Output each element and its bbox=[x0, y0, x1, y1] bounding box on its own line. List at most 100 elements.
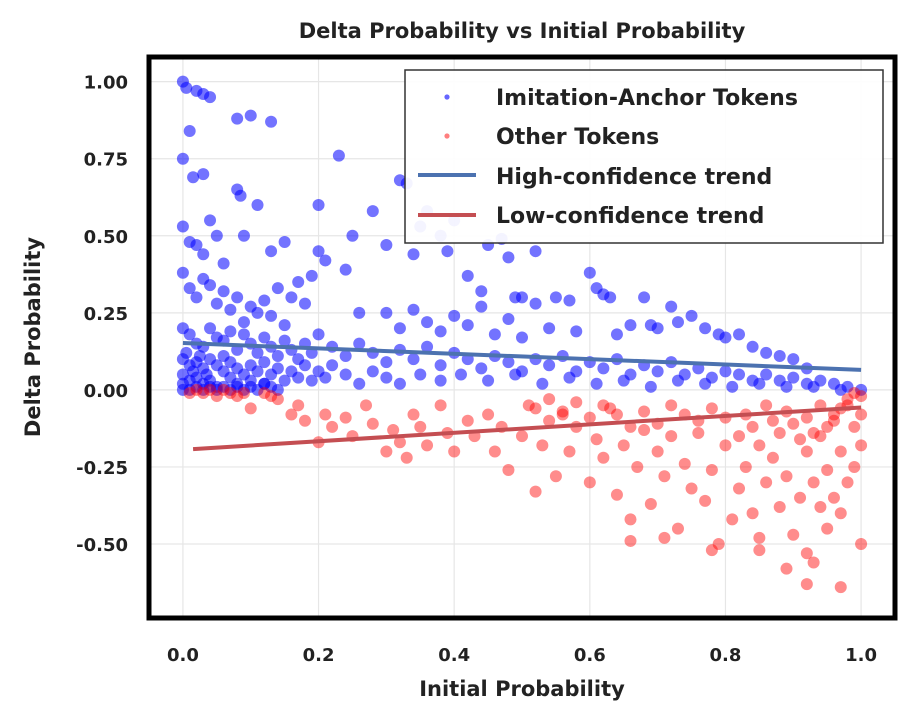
data-point bbox=[556, 405, 569, 418]
data-point bbox=[719, 365, 732, 378]
data-point bbox=[855, 383, 868, 396]
data-point bbox=[549, 470, 562, 483]
data-point bbox=[726, 513, 739, 526]
data-point bbox=[509, 368, 522, 381]
data-point bbox=[237, 328, 250, 341]
data-point bbox=[855, 408, 868, 421]
data-point bbox=[529, 402, 542, 415]
data-point bbox=[671, 374, 684, 387]
data-point bbox=[285, 408, 298, 421]
data-point bbox=[366, 365, 379, 378]
data-point bbox=[583, 411, 596, 424]
data-point bbox=[237, 316, 250, 329]
data-point bbox=[414, 368, 427, 381]
y-tick-label: 0.00 bbox=[84, 381, 128, 402]
data-point bbox=[475, 362, 488, 375]
data-point bbox=[834, 581, 847, 594]
data-point bbox=[665, 430, 678, 443]
data-point bbox=[712, 538, 725, 551]
legend: Imitation-Anchor Tokens Other Tokens Hig… bbox=[404, 69, 884, 244]
data-point bbox=[231, 291, 244, 304]
data-point bbox=[407, 408, 420, 421]
data-point bbox=[705, 402, 718, 415]
data-point bbox=[800, 578, 813, 591]
data-point bbox=[638, 291, 651, 304]
data-point bbox=[285, 291, 298, 304]
data-point bbox=[461, 414, 474, 427]
data-point bbox=[251, 306, 264, 319]
data-point bbox=[760, 368, 773, 381]
data-point bbox=[502, 313, 515, 326]
data-point bbox=[244, 109, 257, 122]
y-axis-ticks: -0.50 -0.25 0.00 0.25 0.50 0.75 1.00 bbox=[76, 73, 128, 556]
data-point bbox=[543, 414, 556, 427]
data-point bbox=[278, 374, 291, 387]
data-point bbox=[773, 349, 786, 362]
data-point bbox=[244, 402, 257, 415]
data-point bbox=[834, 445, 847, 458]
data-point bbox=[380, 371, 393, 384]
data-point bbox=[265, 245, 278, 258]
legend-marker-imitation bbox=[444, 94, 450, 100]
data-point bbox=[536, 439, 549, 452]
data-point bbox=[326, 420, 339, 433]
data-point bbox=[624, 534, 637, 547]
data-point bbox=[298, 414, 311, 427]
data-point bbox=[665, 300, 678, 313]
data-point bbox=[380, 445, 393, 458]
data-point bbox=[699, 322, 712, 335]
data-point bbox=[434, 325, 447, 338]
data-point bbox=[366, 205, 379, 218]
x-tick-label: 0.6 bbox=[574, 645, 606, 666]
y-tick-label: 0.25 bbox=[84, 304, 128, 325]
data-point bbox=[583, 476, 596, 489]
data-point bbox=[583, 266, 596, 279]
data-point bbox=[617, 374, 630, 387]
data-point bbox=[298, 297, 311, 310]
data-point bbox=[197, 386, 210, 399]
data-point bbox=[733, 328, 746, 341]
data-point bbox=[631, 460, 644, 473]
data-point bbox=[834, 507, 847, 520]
data-point bbox=[604, 291, 617, 304]
data-point bbox=[705, 544, 718, 557]
data-point bbox=[827, 491, 840, 504]
data-point bbox=[339, 263, 352, 276]
data-point bbox=[624, 319, 637, 332]
data-point bbox=[821, 464, 834, 477]
data-point bbox=[258, 386, 271, 399]
data-point bbox=[258, 331, 271, 344]
data-point bbox=[475, 285, 488, 298]
data-point bbox=[353, 377, 366, 390]
y-tick-label: 0.75 bbox=[84, 150, 128, 171]
data-point bbox=[685, 482, 698, 495]
data-point bbox=[193, 349, 206, 362]
data-point bbox=[746, 340, 759, 353]
data-point bbox=[692, 427, 705, 440]
x-tick-label: 1.0 bbox=[845, 645, 877, 666]
data-point bbox=[224, 325, 237, 338]
data-point bbox=[292, 276, 305, 289]
trend-lines bbox=[182, 341, 862, 452]
data-point bbox=[543, 322, 556, 335]
data-point bbox=[475, 300, 488, 313]
data-point bbox=[204, 322, 217, 335]
data-point bbox=[319, 371, 332, 384]
data-point bbox=[827, 408, 840, 421]
data-point bbox=[183, 386, 196, 399]
data-point bbox=[773, 501, 786, 514]
data-point bbox=[570, 325, 583, 338]
data-point bbox=[278, 319, 291, 332]
x-tick-label: 0.8 bbox=[710, 645, 742, 666]
data-point bbox=[231, 390, 244, 403]
data-point bbox=[434, 359, 447, 372]
data-point bbox=[807, 476, 820, 489]
data-point bbox=[176, 152, 189, 165]
data-point bbox=[339, 411, 352, 424]
data-point bbox=[563, 294, 576, 307]
data-point bbox=[217, 285, 230, 298]
data-point bbox=[421, 316, 434, 329]
legend-label-imitation: Imitation-Anchor Tokens bbox=[496, 86, 798, 111]
data-point bbox=[651, 445, 664, 458]
data-point bbox=[210, 229, 223, 242]
